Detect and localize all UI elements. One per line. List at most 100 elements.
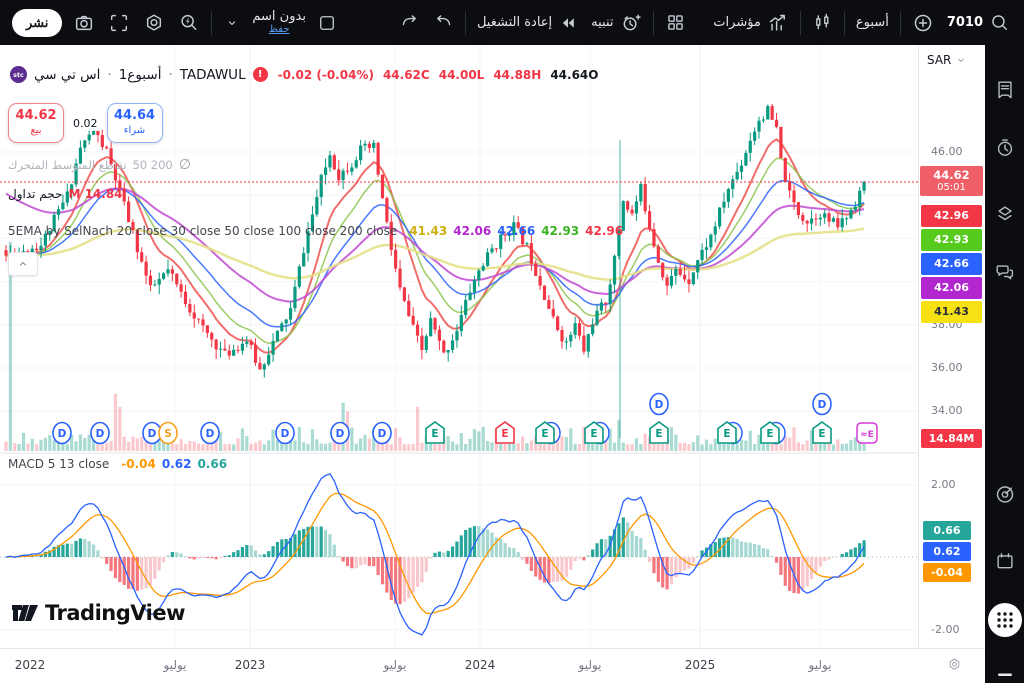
split-marker[interactable] bbox=[158, 421, 178, 445]
chart-canvas[interactable]: D D D S D D D D E E E EDE E EDE ≈E bbox=[0, 45, 918, 648]
dividend-marker[interactable] bbox=[200, 421, 220, 445]
flash-search-icon bbox=[181, 14, 197, 30]
macd-value: -0.04 bbox=[121, 457, 156, 471]
object-tree-icon[interactable] bbox=[994, 203, 1016, 229]
panel-handle[interactable] bbox=[997, 663, 1013, 682]
layout-dropdown-button[interactable] bbox=[221, 10, 243, 36]
chat-icon[interactable] bbox=[994, 261, 1016, 287]
dividend-marker[interactable] bbox=[275, 421, 295, 445]
ema-price-badge: 42.06 bbox=[921, 277, 982, 299]
symbol-search-button[interactable]: 7010 bbox=[945, 8, 1012, 37]
macd-value-badge: 0.66 bbox=[923, 521, 971, 540]
publish-button[interactable]: نشر bbox=[12, 8, 63, 37]
earnings-marker[interactable] bbox=[760, 421, 780, 444]
dividend-marker[interactable] bbox=[52, 421, 72, 445]
alerts-clock-icon[interactable] bbox=[994, 137, 1016, 163]
settings-button[interactable] bbox=[141, 8, 167, 38]
macd-layer bbox=[4, 472, 866, 636]
layout-square-button[interactable] bbox=[315, 9, 339, 37]
time-axis-tick: يوليو bbox=[383, 658, 407, 672]
svg-text:D: D bbox=[655, 399, 664, 411]
redo-button[interactable] bbox=[397, 8, 422, 37]
buy-price: 44.64 bbox=[113, 108, 156, 123]
dividend-marker[interactable] bbox=[330, 421, 350, 445]
earnings-marker[interactable] bbox=[535, 421, 555, 444]
svg-text:D: D bbox=[58, 428, 67, 440]
earnings-estimate-marker[interactable] bbox=[856, 422, 878, 444]
ema-legend[interactable]: 5EMA by SelNach 20 close 30 close 50 clo… bbox=[8, 224, 623, 238]
symbol-header[interactable]: stc اس تي سي · 1أسبوع · TADAWUL ! -0.02 … bbox=[10, 66, 599, 83]
symbol-exchange: TADAWUL bbox=[179, 66, 246, 83]
svg-text:E: E bbox=[501, 428, 508, 440]
camera-icon bbox=[76, 15, 93, 30]
layout-grid-button[interactable] bbox=[663, 8, 688, 37]
trade-widget: 44.62 بيع 0.02 44.64 شراء bbox=[8, 103, 163, 143]
price-axis[interactable]: SAR 46.00 38.00 36.00 34.00 2.00 -2.00 44.62 05… bbox=[918, 45, 986, 648]
volume-label: حجم تداول bbox=[8, 187, 63, 201]
alarm-plus-icon bbox=[623, 14, 641, 30]
dividend-marker[interactable] bbox=[372, 421, 392, 445]
ema-lines-layer bbox=[5, 138, 865, 354]
ema-value: 42.06 bbox=[453, 224, 492, 238]
price-axis-label: -2.00 bbox=[931, 623, 960, 636]
event-markers-layer[interactable]: D D D S D D D D E E E EDE E EDE ≈E bbox=[52, 392, 878, 445]
toolbar-left-group: نشر بدون اسم حفظ bbox=[12, 8, 339, 38]
earnings-marker[interactable] bbox=[495, 421, 515, 444]
indicators-icon bbox=[769, 14, 785, 31]
fullscreen-button[interactable] bbox=[106, 8, 132, 38]
dividend-marker[interactable] bbox=[90, 421, 110, 445]
candles-icon bbox=[816, 13, 829, 30]
interval-button[interactable]: أسبوع bbox=[854, 11, 891, 34]
earnings-marker[interactable] bbox=[649, 421, 669, 444]
chart-type-button[interactable] bbox=[810, 8, 835, 37]
indicators-button[interactable]: مؤشرات bbox=[711, 8, 791, 38]
eye-off-icon[interactable]: ∅ bbox=[178, 157, 191, 173]
alert-label: تنبيه bbox=[591, 15, 614, 30]
interval-label: أسبوع bbox=[855, 15, 889, 30]
collapse-pane-button[interactable] bbox=[8, 252, 38, 276]
svg-text:E: E bbox=[541, 428, 548, 440]
time-axis-settings[interactable] bbox=[947, 657, 962, 676]
dividend-marker[interactable] bbox=[812, 392, 832, 416]
earnings-marker[interactable] bbox=[425, 421, 445, 444]
currency-selector[interactable]: SAR bbox=[927, 53, 967, 67]
hotlists-target-icon[interactable] bbox=[993, 483, 1016, 510]
replay-button[interactable]: إعادة التشغيل bbox=[475, 9, 580, 37]
earnings-marker[interactable] bbox=[717, 421, 737, 444]
compare-button[interactable] bbox=[910, 8, 936, 38]
alert-button[interactable]: تنبيه bbox=[589, 8, 643, 38]
calendar-icon[interactable] bbox=[994, 550, 1016, 576]
dividend-marker[interactable] bbox=[649, 392, 669, 416]
watchlist-icon[interactable] bbox=[994, 79, 1016, 105]
earnings-marker[interactable] bbox=[812, 421, 832, 444]
apps-grid-icon[interactable] bbox=[987, 602, 1023, 642]
quick-search-button[interactable] bbox=[176, 8, 202, 38]
chevron-down-icon bbox=[958, 58, 965, 63]
rewind-icon bbox=[562, 17, 574, 28]
notification-badge[interactable]: ! bbox=[252, 67, 268, 82]
ma-cross-legend[interactable]: تقاطع المتوسط المتحرك 50 200 ∅ bbox=[8, 157, 191, 173]
sell-label: بيع bbox=[30, 125, 42, 136]
macd-value: 0.66 bbox=[197, 457, 228, 471]
sell-button[interactable]: 44.62 بيع bbox=[8, 103, 64, 143]
macd-legend[interactable]: MACD 5 13 close -0.04 0.62 0.66 bbox=[8, 457, 227, 471]
macd-value-badge: -0.04 bbox=[923, 563, 971, 582]
volume-legend[interactable]: حجم تداول M 14.84 bbox=[8, 187, 123, 201]
undo-button[interactable] bbox=[431, 8, 456, 37]
ohlc-values: -0.02 (-0.04%) 44.62C 44.00L 44.88H 44.6… bbox=[278, 68, 599, 82]
tradingview-watermark[interactable]: TradingView bbox=[12, 601, 185, 625]
earnings-marker[interactable] bbox=[584, 421, 604, 444]
price-axis-label: 46.00 bbox=[931, 145, 963, 158]
svg-text:E: E bbox=[766, 428, 773, 440]
save-layout-link[interactable]: حفظ bbox=[268, 24, 290, 36]
svg-text:D: D bbox=[336, 428, 345, 440]
replay-label: إعادة التشغيل bbox=[476, 15, 553, 30]
buy-button[interactable]: 44.64 شراء bbox=[106, 103, 163, 143]
time-axis[interactable]: 2022 يوليو 2023 يوليو 2024 يوليو 2025 يوليو bbox=[0, 648, 985, 683]
search-icon bbox=[992, 15, 1007, 30]
time-axis-tick: يوليو bbox=[808, 658, 832, 672]
top-toolbar: نشر بدون اسم حفظ bbox=[0, 0, 1024, 45]
chevron-up-icon bbox=[19, 261, 27, 266]
screenshot-button[interactable] bbox=[71, 8, 97, 38]
layout-name-block[interactable]: بدون اسم حفظ bbox=[252, 9, 306, 36]
